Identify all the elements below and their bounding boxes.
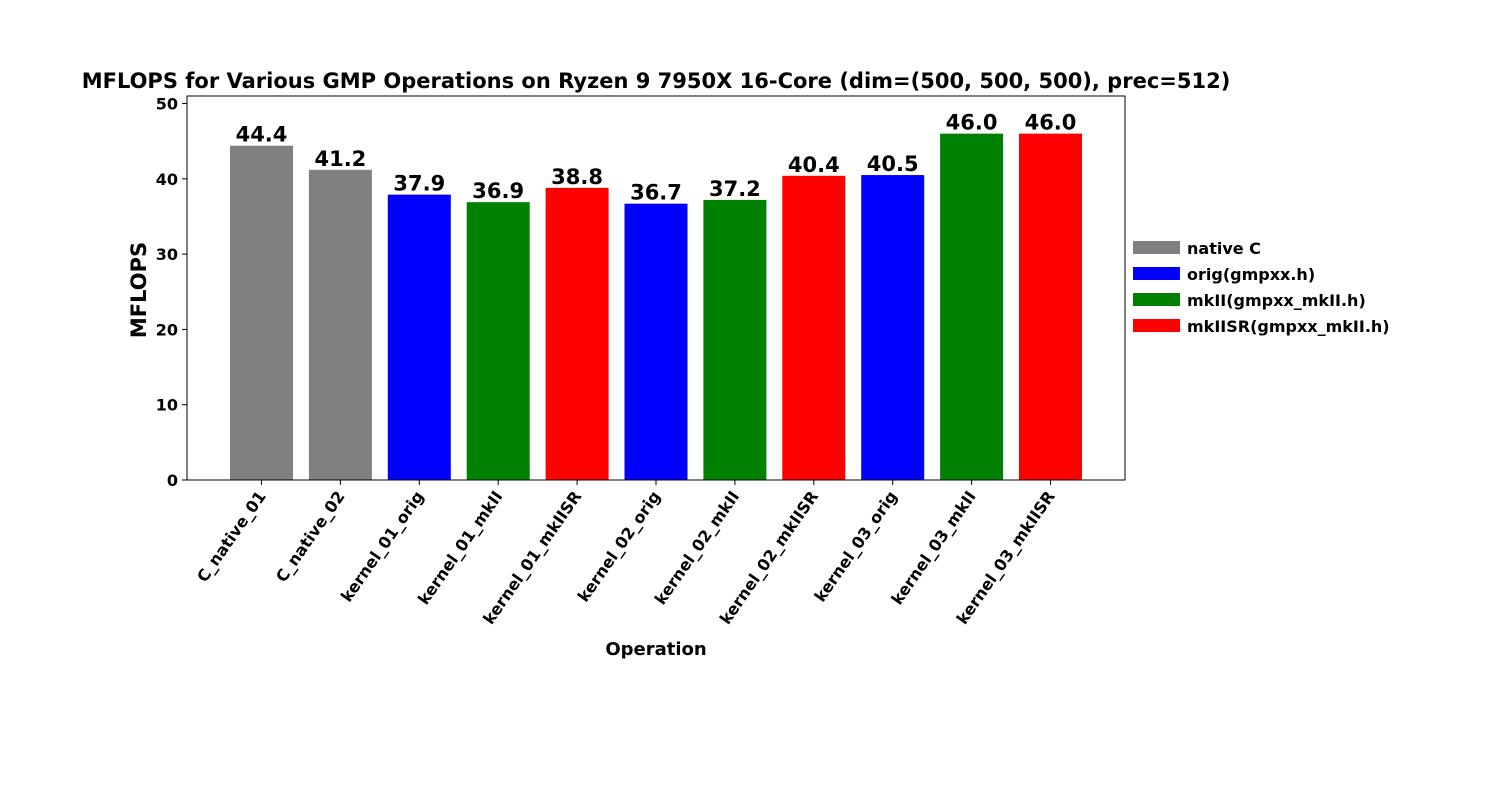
x-axis-label: Operation xyxy=(605,639,706,660)
y-tick-label-0: 0 xyxy=(167,471,178,490)
bar-kernel_02_orig xyxy=(624,203,688,480)
legend: native C orig(gmpxx.h) mkII(gmpxx_mkII.h)m… xyxy=(1133,239,1390,336)
legend-label-1: orig(gmpxx.h) xyxy=(1187,265,1315,284)
bar-kernel_03_orig xyxy=(861,175,925,480)
y-tick-label-1: 10 xyxy=(156,396,178,415)
bar-C_native_01 xyxy=(230,145,293,480)
x-tick-label-kernel_03_mkII: kernel_03_mkII xyxy=(887,487,980,608)
data-label-kernel_01_orig: 37.9 xyxy=(393,172,445,196)
chart-title: MFLOPS for Various GMP Operations on Ryz… xyxy=(82,69,1231,93)
data-label-kernel_01_mkII: 36.9 xyxy=(472,179,524,203)
x-tick-label-kernel_01_orig: kernel_01_orig xyxy=(337,487,428,605)
data-label-C_native_01: 44.4 xyxy=(236,123,288,147)
bar-kernel_01_orig xyxy=(387,194,451,480)
x-axis: C_native_01 C_native_02kernel_01_origkern… xyxy=(193,480,1059,628)
data-label-kernel_01_mkIISR: 38.8 xyxy=(551,165,603,189)
legend-swatch-3 xyxy=(1133,319,1180,332)
bar-kernel_03_mkII xyxy=(940,133,1004,480)
y-tick-label-4: 40 xyxy=(156,170,178,189)
data-label-kernel_03_orig: 40.5 xyxy=(867,152,919,176)
bar-kernel_01_mkIISR xyxy=(545,187,609,480)
legend-label-2: mkII(gmpxx_mkII.h) xyxy=(1187,291,1366,310)
data-label-kernel_02_mkII: 37.2 xyxy=(709,177,761,201)
legend-swatch-1 xyxy=(1133,267,1180,280)
data-label-kernel_02_mkIISR: 40.4 xyxy=(788,153,840,177)
y-tick-label-3: 30 xyxy=(156,245,178,264)
bar-kernel_02_mkIISR xyxy=(782,175,846,480)
y-axis: 0 10 20 30 40 50 xyxy=(156,95,187,490)
bar-C_native_02 xyxy=(308,169,372,480)
data-label-C_native_02: 41.2 xyxy=(314,147,366,171)
data-label-kernel_02_orig: 36.7 xyxy=(630,181,682,205)
legend-label-3: mkIISR(gmpxx_mkII.h) xyxy=(1187,317,1390,336)
x-tick-label-C_native_01: C_native_01 xyxy=(193,487,270,585)
x-tick-label-kernel_03_orig: kernel_03_orig xyxy=(810,487,901,605)
legend-swatch-2 xyxy=(1133,293,1180,306)
x-tick-label-C_native_02: C_native_02 xyxy=(272,487,349,585)
bar-kernel_02_mkII xyxy=(703,199,767,480)
x-tick-label-kernel_02_orig: kernel_02_orig xyxy=(574,487,665,605)
x-tick-label-kernel_02_mkII: kernel_02_mkII xyxy=(651,487,744,608)
legend-swatch-0 xyxy=(1133,241,1180,254)
plot-area: 44.4 41.2 37.9 36.9 38.8 36.7 37.2 40.4 40.5 46.0… xyxy=(230,111,1082,480)
y-tick-label-5: 50 xyxy=(156,95,178,114)
bar-kernel_01_mkII xyxy=(466,202,530,480)
bar-kernel_03_mkIISR xyxy=(1019,133,1082,480)
y-axis-label: MFLOPS xyxy=(127,242,151,338)
x-tick-label-kernel_01_mkII: kernel_01_mkII xyxy=(414,487,507,608)
y-tick-label-2: 20 xyxy=(156,320,178,339)
legend-label-0: native C xyxy=(1187,239,1261,258)
data-label-kernel_03_mkIISR: 46.0 xyxy=(1025,111,1077,135)
data-label-kernel_03_mkII: 46.0 xyxy=(946,111,998,135)
